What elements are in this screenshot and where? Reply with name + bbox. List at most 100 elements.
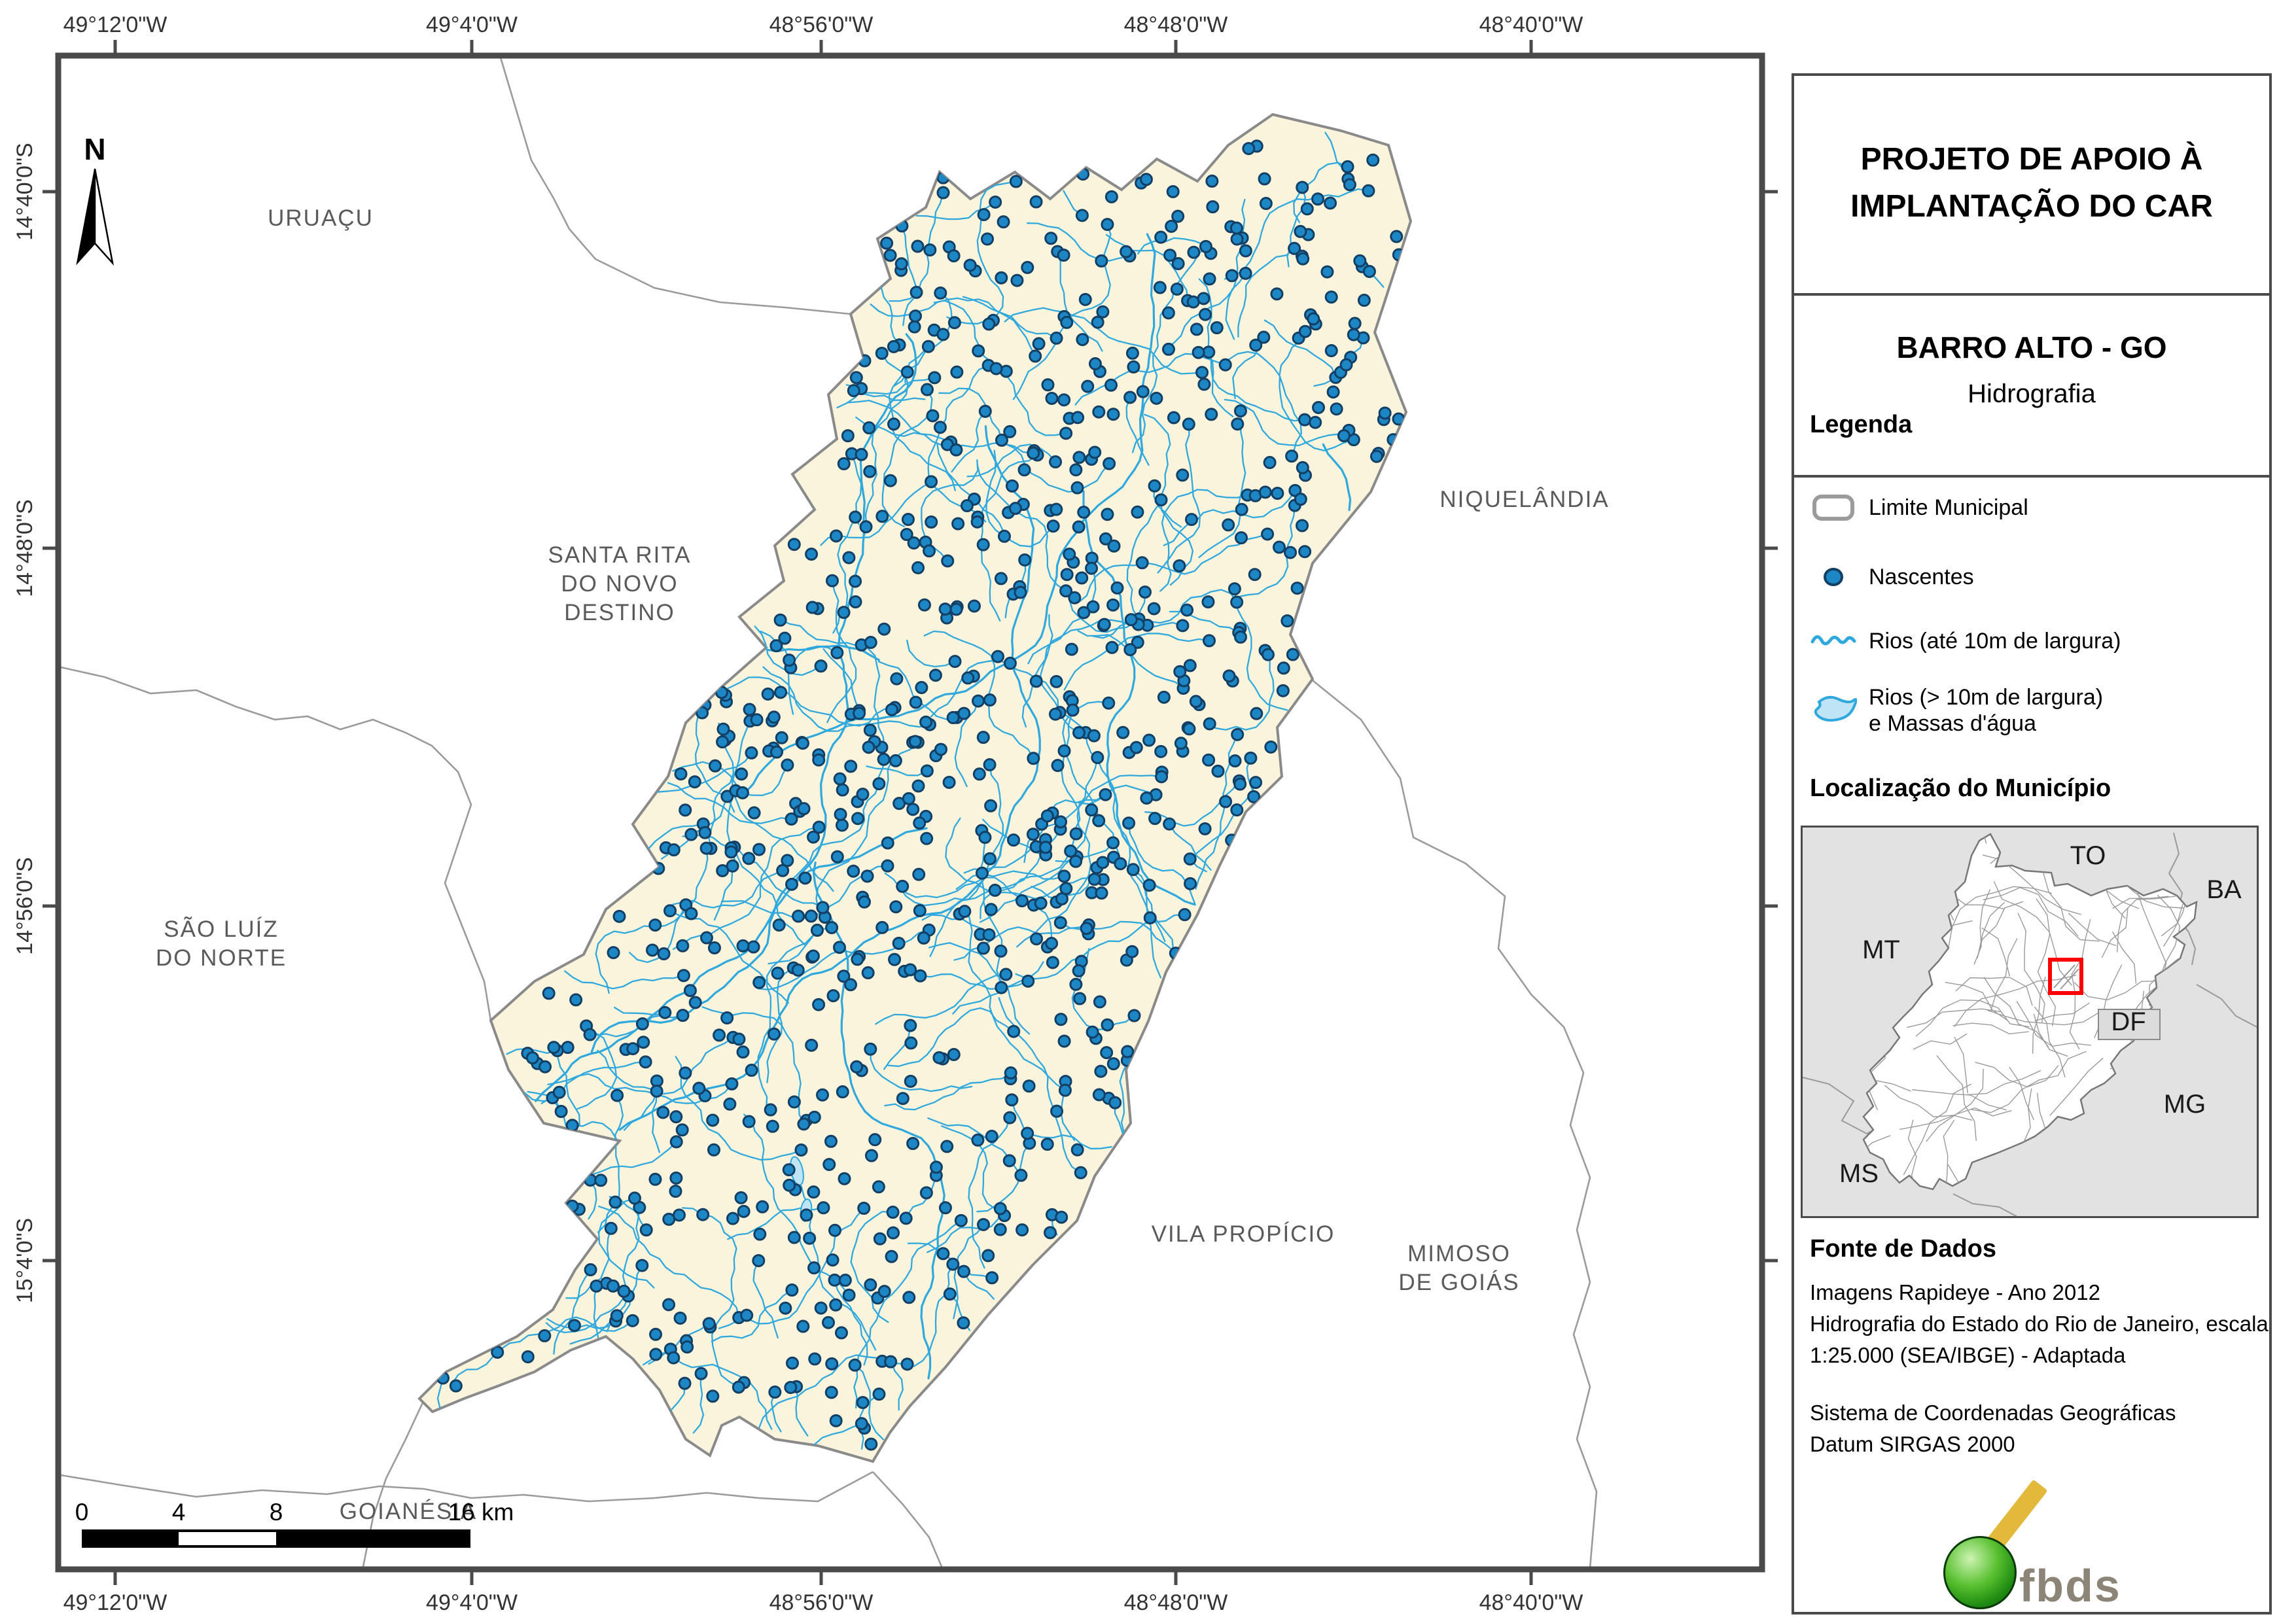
inset-map-svg: TO BA MT DF MG MS xyxy=(1802,832,2261,1218)
nascente-point xyxy=(1071,411,1085,425)
nascente-point xyxy=(1233,630,1247,644)
nascente-point xyxy=(1016,1223,1029,1237)
river-stream xyxy=(1218,351,1355,451)
nascente-point xyxy=(669,1135,683,1149)
nascente-point xyxy=(1014,585,1027,599)
nascente-point xyxy=(1045,391,1059,405)
river-stream xyxy=(889,192,944,302)
nascente-point xyxy=(1002,1154,1016,1168)
nascente-point xyxy=(1229,221,1243,235)
nascente-point xyxy=(911,779,925,793)
scale-bar: 0 4 8 16 km xyxy=(75,1499,514,1548)
river-stream xyxy=(553,1046,580,1126)
nascente-point xyxy=(756,1200,769,1213)
nascente-point xyxy=(1257,330,1271,344)
nascente-point xyxy=(1055,892,1069,906)
neighbor-label: URUAÇU xyxy=(268,205,374,231)
nascente-point xyxy=(1225,269,1239,283)
nascente-point xyxy=(844,978,858,992)
nascente-point xyxy=(1057,744,1071,758)
nascente-point xyxy=(1003,656,1017,670)
nascente-point xyxy=(889,900,903,914)
nascente-point xyxy=(899,1212,913,1225)
nascente-point xyxy=(1116,725,1130,739)
nascente-point xyxy=(950,365,964,379)
river-stream xyxy=(893,345,930,386)
river-stream xyxy=(614,1006,666,1016)
nascente-point xyxy=(954,1213,968,1227)
nascente-point xyxy=(858,895,872,909)
nascente-point xyxy=(862,421,876,435)
subtitle-section: BARRO ALTO - GO Hidrografia xyxy=(1794,330,2269,478)
river-stream xyxy=(985,449,1006,537)
neighbor-label: SÃO LUÍZ xyxy=(164,916,278,942)
nascente-point xyxy=(766,1119,779,1133)
nascente-point xyxy=(938,602,952,616)
nascente-point xyxy=(836,1085,849,1099)
nascente-point xyxy=(1095,886,1108,900)
nascente-point xyxy=(1233,777,1247,791)
nascente-point xyxy=(941,554,955,568)
info-panel: PROJETO DE APOIO À IMPLANTAÇÃO DO CAR BA… xyxy=(1792,73,2272,1614)
nascente-point xyxy=(1143,911,1157,925)
fbds-logo-sphere xyxy=(1943,1536,2017,1609)
nascente-point xyxy=(1298,324,1312,338)
river-stream xyxy=(576,1025,618,1110)
river-stream xyxy=(1126,413,1171,620)
nascente-point xyxy=(888,952,902,966)
nascente-point xyxy=(1270,287,1284,301)
nascente-point xyxy=(1142,733,1156,747)
nascente-point xyxy=(1227,582,1241,596)
river-stream xyxy=(813,1423,863,1446)
nascente-point xyxy=(894,257,908,271)
river-stream xyxy=(1027,557,1097,665)
source-line: 1:25.000 (SEA/IBGE) - Adaptada xyxy=(1810,1343,2126,1367)
legend-item-massas: Rios (> 10m de largura) e Massas d'água xyxy=(1810,679,2103,742)
nascente-point xyxy=(805,548,819,561)
river-stream xyxy=(623,1090,658,1131)
nascente-point xyxy=(706,1389,720,1403)
nascente-point xyxy=(1126,863,1140,877)
nascente-point xyxy=(1014,1168,1028,1182)
nascente-point xyxy=(782,1163,796,1177)
nascente-point xyxy=(726,859,739,873)
nascente-point xyxy=(735,786,749,799)
river-stream xyxy=(936,442,1054,548)
municipal-boundary-line xyxy=(60,666,492,1021)
source-heading: Fonte de Dados xyxy=(1810,1235,1997,1263)
nascente-point xyxy=(657,947,671,961)
location-inset-map[interactable]: TO BA MT DF MG MS xyxy=(1801,826,2261,1218)
nascente-point xyxy=(672,1208,686,1222)
nascente-point xyxy=(1050,674,1063,688)
nascente-point xyxy=(951,517,965,531)
nascente-point xyxy=(783,654,796,667)
nascente-point xyxy=(1261,648,1275,661)
nascente-point xyxy=(850,1060,864,1073)
nascente-point xyxy=(604,1221,618,1235)
nascente-point xyxy=(737,1204,751,1218)
nascente-point xyxy=(1057,248,1070,262)
nascente-point xyxy=(851,812,865,826)
nascente-point xyxy=(807,830,821,844)
nascente-point xyxy=(781,758,794,772)
nascente-point xyxy=(1205,174,1219,188)
scalebar-tick-label: 8 xyxy=(270,1499,283,1526)
nascente-point xyxy=(1057,1034,1071,1048)
nascente-point xyxy=(1108,1096,1122,1109)
nascente-point xyxy=(985,1130,998,1143)
longitude-label-top: 48°56'0"W xyxy=(769,12,874,37)
nascente-point xyxy=(976,538,990,551)
nascente-point xyxy=(928,669,942,682)
nascente-point xyxy=(775,731,788,744)
nascente-point xyxy=(1007,833,1021,847)
nascente-point xyxy=(994,572,1008,585)
nascente-point xyxy=(873,1232,887,1246)
nascente-point xyxy=(863,464,877,478)
nascente-point xyxy=(847,384,860,398)
nascente-point xyxy=(1088,357,1102,371)
nascente-point xyxy=(1055,1210,1069,1224)
nascente-point xyxy=(917,931,930,945)
river-stream xyxy=(976,1142,1031,1213)
nascente-point xyxy=(1154,230,1168,244)
